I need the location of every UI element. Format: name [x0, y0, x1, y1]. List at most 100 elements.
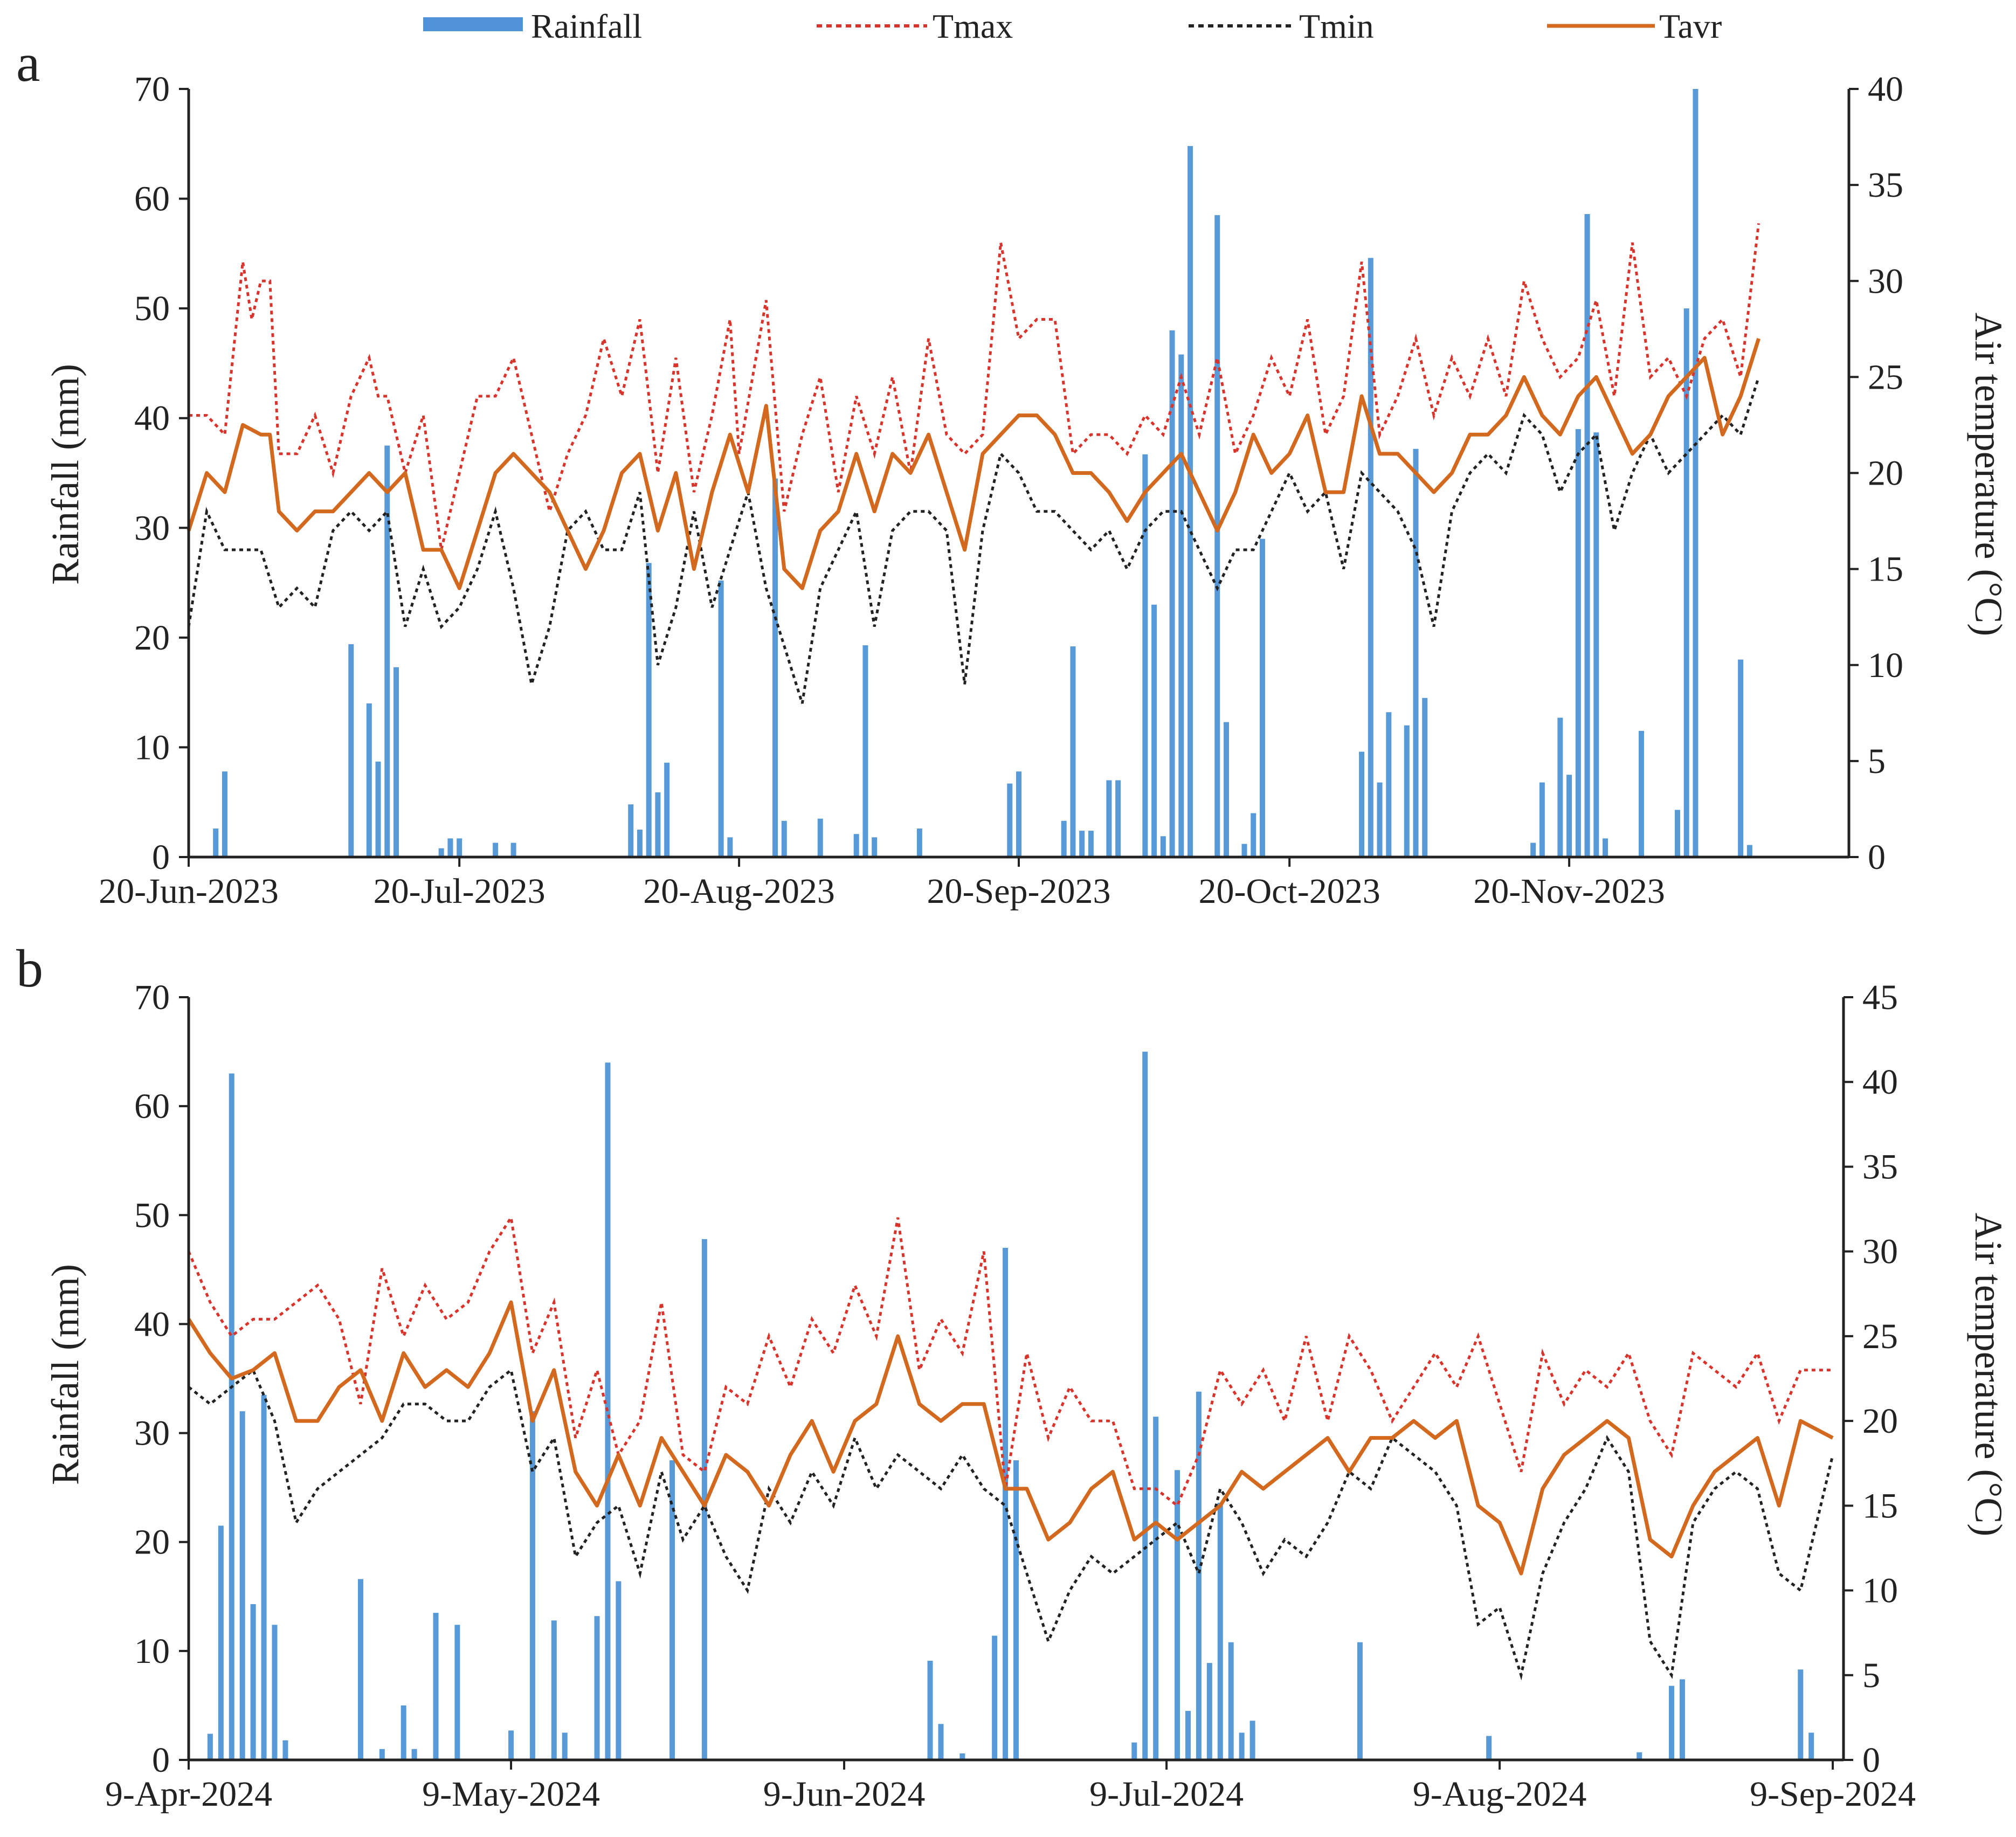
rainfall-bar	[1007, 783, 1013, 857]
right-tick-label: 35	[1862, 1147, 1898, 1186]
rainfall-bar	[853, 834, 859, 857]
panel-a-letter: a	[16, 33, 40, 93]
rainfall-bar	[872, 837, 878, 857]
rainfall-bar	[1693, 89, 1699, 857]
rainfall-bar	[1386, 712, 1392, 857]
rainfall-bar	[701, 1239, 707, 1760]
rainfall-bar	[366, 703, 372, 857]
rainfall-bar	[718, 581, 724, 857]
rainfall-bar	[1153, 1417, 1159, 1760]
rainfall-bar	[594, 1616, 600, 1760]
rainfall-bar	[379, 1749, 385, 1760]
rainfall-bar	[1251, 813, 1256, 857]
rainfall-bar	[1557, 717, 1563, 857]
rainfall-bar	[375, 761, 381, 857]
rainfall-bar	[1368, 258, 1373, 857]
rainfall-bar	[1669, 1686, 1675, 1760]
panel-a: a Rainfall (mm) Air temperature (°C) 0 10…	[16, 33, 2010, 911]
panel-a-rainfall-bars	[213, 89, 1752, 858]
tmax-line	[189, 223, 1760, 550]
right-tick-label: 10	[1868, 646, 1903, 685]
x-tick-label: 9-Sep-2024	[1750, 1774, 1916, 1814]
panel-a-ylabel-left: Rainfall (mm)	[44, 364, 87, 585]
left-tick-label: 70	[134, 978, 170, 1017]
left-tick-label: 10	[134, 1632, 170, 1671]
right-tick-label: 30	[1862, 1232, 1898, 1272]
rainfall-bar	[1683, 308, 1689, 857]
rainfall-bar	[1169, 330, 1175, 857]
right-tick-label: 25	[1862, 1317, 1898, 1356]
left-tick-label: 60	[134, 1087, 170, 1126]
rainfall-bar	[1160, 836, 1166, 857]
rainfall-bar	[1413, 448, 1419, 857]
rainfall-bar	[1131, 1742, 1137, 1760]
rainfall-bar	[1088, 831, 1094, 857]
panel-b-rainfall-bars	[207, 1052, 1814, 1760]
rainfall-bar	[508, 1730, 514, 1760]
rainfall-bar	[213, 828, 219, 857]
rainfall-bar	[401, 1705, 406, 1760]
legend-rainfall-label: Rainfall	[531, 7, 642, 45]
rainfall-bar	[1357, 1642, 1363, 1760]
panel-a-temperature-lines	[187, 223, 1760, 704]
rainfall-bar	[959, 1753, 965, 1760]
left-tick-label: 50	[134, 1196, 170, 1235]
x-tick-label: 20-Jul-2023	[374, 872, 546, 911]
rainfall-bar	[727, 837, 733, 857]
rainfall-bar	[637, 830, 643, 857]
rainfall-bar	[1404, 725, 1410, 857]
legend-rainfall-swatch	[423, 17, 523, 31]
rainfall-bar	[1175, 1470, 1180, 1760]
rainfall-bar	[1206, 1663, 1212, 1760]
right-tick-label: 5	[1868, 742, 1886, 781]
rainfall-bar	[357, 1579, 363, 1760]
rainfall-bar	[1798, 1669, 1804, 1760]
rainfall-bar	[992, 1635, 998, 1760]
rainfall-bar	[510, 842, 516, 857]
left-tick-label: 60	[134, 179, 170, 219]
rainfall-bar	[1106, 780, 1112, 857]
left-tick-label: 20	[134, 618, 170, 658]
rainfall-bar	[1013, 1460, 1019, 1760]
rainfall-bar	[1228, 1642, 1234, 1760]
rainfall-bar	[1674, 810, 1680, 857]
rainfall-bar	[1217, 1502, 1223, 1760]
rainfall-bar	[1178, 354, 1184, 857]
rainfall-bar	[457, 838, 462, 857]
rainfall-bar	[529, 1411, 535, 1760]
right-tick-label: 25	[1868, 357, 1903, 397]
rainfall-bar	[664, 762, 670, 857]
right-tick-label: 15	[1862, 1486, 1898, 1525]
x-tick-label: 20-Sep-2023	[927, 872, 1111, 911]
x-tick-label: 20-Jun-2023	[99, 872, 279, 911]
x-tick-label: 9-Jun-2024	[763, 1774, 926, 1814]
left-tick-label: 30	[134, 1414, 170, 1453]
left-tick-label: 40	[134, 399, 170, 438]
right-tick-label: 15	[1868, 550, 1903, 589]
rainfall-bar	[1639, 730, 1644, 857]
panel-a-ylabel-right: Air temperature (°C)	[1967, 313, 2010, 637]
rainfall-bar	[1566, 775, 1572, 857]
right-tick-label: 20	[1862, 1401, 1898, 1441]
rainfall-bar	[348, 644, 354, 857]
right-tick-label: 0	[1868, 838, 1886, 877]
rainfall-bar	[493, 842, 499, 857]
rainfall-bar	[1584, 214, 1590, 858]
rainfall-bar	[229, 1073, 234, 1760]
rainfall-bar	[454, 1625, 460, 1760]
panel-b-temperature-lines	[187, 1213, 1834, 1681]
rainfall-bar	[1530, 842, 1536, 857]
left-tick-label: 10	[134, 728, 170, 767]
rainfall-bar	[1259, 538, 1265, 857]
legend-tavr-label: Tavr	[1659, 7, 1722, 45]
x-tick-label: 9-Aug-2024	[1413, 1774, 1587, 1814]
rainfall-bar	[916, 828, 922, 857]
rainfall-bar	[646, 563, 652, 857]
rainfall-bar	[862, 645, 868, 857]
rainfall-bar	[1070, 646, 1076, 857]
rainfall-bar	[1115, 780, 1121, 857]
rainfall-bar	[1249, 1721, 1255, 1760]
tmax-line	[187, 1213, 1833, 1508]
